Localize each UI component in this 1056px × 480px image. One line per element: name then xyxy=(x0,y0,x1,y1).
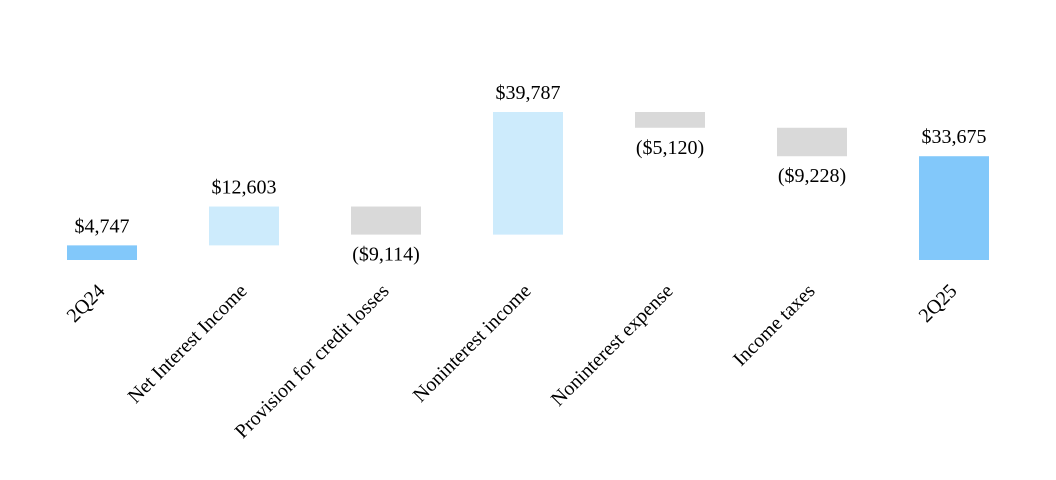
value-label: ($9,228) xyxy=(778,165,846,187)
bar xyxy=(493,112,563,235)
value-label: ($9,114) xyxy=(352,244,420,266)
value-label: $39,787 xyxy=(496,82,561,104)
value-label: ($5,120) xyxy=(636,137,704,159)
value-label: $12,603 xyxy=(212,177,277,199)
x-tick-label: Income taxes xyxy=(729,280,820,371)
x-tick-label: Provision for credit losses xyxy=(231,280,394,443)
value-label: $4,747 xyxy=(75,215,130,237)
x-tick-label: Net Interest Income xyxy=(124,280,252,408)
bar xyxy=(67,245,137,260)
bar xyxy=(919,156,989,260)
bar xyxy=(351,206,421,235)
x-tick-label: Noninterest expense xyxy=(547,280,678,411)
bar xyxy=(777,127,847,157)
x-tick-label: 2Q24 xyxy=(63,280,110,327)
value-label: $33,675 xyxy=(922,126,987,148)
x-tick-label: Noninterest income xyxy=(409,280,536,407)
bar xyxy=(635,112,705,128)
x-tick-label: 2Q25 xyxy=(915,280,962,327)
bar xyxy=(209,206,279,246)
